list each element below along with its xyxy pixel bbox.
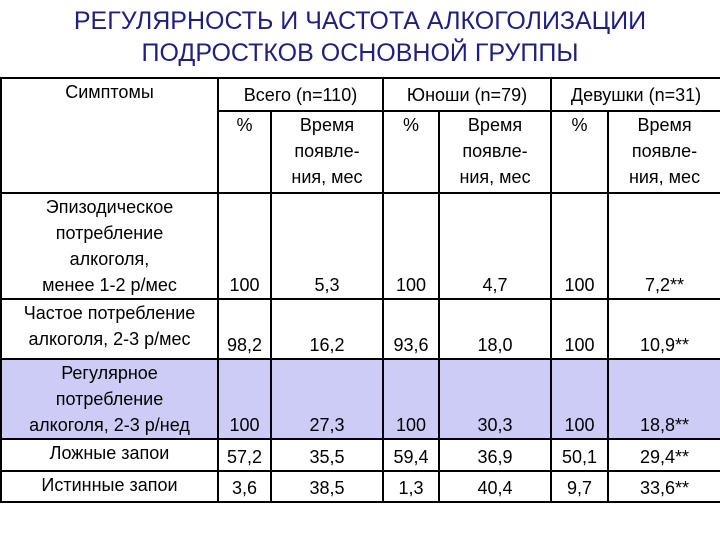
value-cell: 16,2 (270, 298, 384, 360)
value-cell: 100 (550, 358, 610, 440)
value-cell: 100 (550, 298, 610, 360)
column-header-girls: Девушки (n=31) (550, 77, 720, 112)
value-cell: 100 (382, 358, 440, 440)
value-cell: 100 (382, 192, 440, 300)
value-cell: 18,0 (437, 298, 553, 360)
value-cell: 57,2 (217, 438, 272, 472)
column-header-boys: Юноши (n=79) (381, 77, 553, 112)
column-header-boys-time: Время появле- ния, мес (437, 110, 553, 194)
value-cell: 1,3 (382, 470, 440, 503)
value-cell: 29,4** (607, 438, 720, 472)
symptom-cell: Ложные запои (0, 438, 219, 472)
value-cell: 36,9 (437, 438, 553, 472)
symptom-cell: Регулярное потребление алкоголя, 2-3 р/н… (0, 358, 219, 440)
value-cell: 3,6 (217, 470, 272, 503)
value-cell: 93,6 (382, 298, 440, 360)
value-cell: 27,3 (270, 358, 384, 440)
column-header-total-time: Время появле- ния, мес (270, 110, 384, 194)
value-cell: 100 (550, 192, 610, 300)
table-header-row-measures: % Время появле- ния, мес % Время появле-… (1, 110, 720, 194)
value-cell: 35,5 (270, 438, 384, 472)
symptom-cell: Эпизодическое потребление алкоголя, мене… (0, 192, 219, 300)
value-cell: 100 (217, 192, 272, 300)
column-header-girls-percent: % (550, 110, 610, 194)
value-cell: 5,3 (270, 192, 384, 300)
value-cell: 30,3 (437, 358, 553, 440)
table-row-frequent-use: Частое потребление алкоголя, 2-3 р/мес 9… (0, 298, 720, 360)
value-cell: 59,4 (382, 438, 440, 472)
slide-title: РЕГУЛЯРНОСТЬ И ЧАСТОТА АЛКОГОЛИЗАЦИИ ПОД… (73, 7, 647, 67)
table-row-regular-use: Регулярное потребление алкоголя, 2-3 р/н… (0, 358, 720, 440)
column-header-girls-time: Время появле- ния, мес (607, 110, 720, 194)
column-header-total-percent: % (217, 110, 272, 194)
table-row-episodic-use: Эпизодическое потребление алкоголя, мене… (0, 192, 720, 300)
value-cell: 100 (217, 358, 272, 440)
column-header-boys-percent: % (382, 110, 440, 194)
value-cell: 50,1 (550, 438, 610, 472)
value-cell: 10,9** (607, 298, 720, 360)
value-cell: 38,5 (270, 470, 384, 503)
symptom-cell: Частое потребление алкоголя, 2-3 р/мес (0, 298, 219, 360)
value-cell: 7,2** (607, 192, 720, 300)
symptom-cell: Истинные запои (0, 470, 219, 503)
column-header-symptoms: Симптомы (0, 77, 219, 194)
alcohol-frequency-table: Симптомы Всего (n=110) Юноши (n=79) Деву… (0, 77, 720, 503)
value-cell: 98,2 (217, 298, 272, 360)
value-cell: 4,7 (437, 192, 553, 300)
value-cell: 18,8** (607, 358, 720, 440)
value-cell: 40,4 (437, 470, 553, 503)
column-header-total: Всего (n=110) (217, 77, 384, 112)
table-row-false-binges: Ложные запои 57,2 35,5 59,4 36,9 50,1 29… (0, 438, 720, 472)
value-cell: 9,7 (550, 470, 610, 503)
value-cell: 33,6** (607, 470, 720, 503)
table-header-row-groups: Симптомы Всего (n=110) Юноши (n=79) Деву… (0, 77, 720, 194)
table-row-true-binges: Истинные запои 3,6 38,5 1,3 40,4 9,7 33,… (0, 470, 720, 503)
